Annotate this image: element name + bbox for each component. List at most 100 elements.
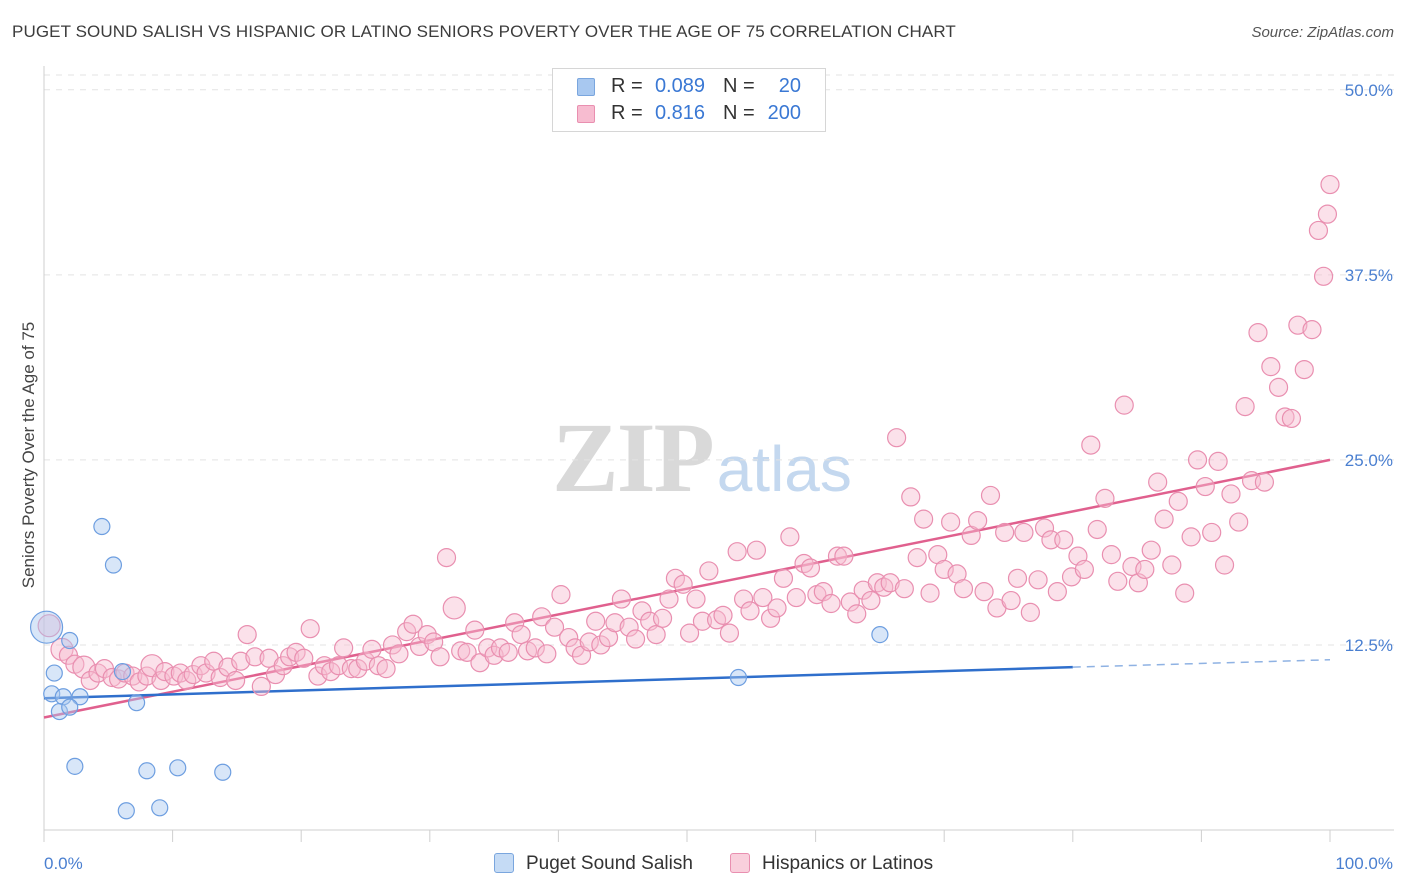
point-hispanics-or-latinos (713, 605, 733, 625)
bottom-legend-swatch-salish (494, 853, 514, 873)
point-puget-sound-salish (61, 631, 79, 650)
point-hispanics-or-latinos (1168, 491, 1188, 511)
point-hispanics-or-latinos (397, 622, 417, 642)
point-hispanics-or-latinos (727, 542, 747, 562)
point-hispanics-or-latinos (537, 644, 557, 664)
point-hispanics-or-latinos (1294, 359, 1314, 380)
point-hispanics-or-latinos (129, 672, 149, 692)
point-hispanics-or-latinos (632, 601, 652, 621)
point-hispanics-or-latinos (348, 659, 368, 679)
point-hispanics-or-latinos (1114, 395, 1134, 415)
point-puget-sound-salish (871, 625, 889, 644)
point-hispanics-or-latinos (376, 659, 396, 679)
point-hispanics-or-latinos (517, 641, 538, 661)
point-hispanics-or-latinos (692, 611, 713, 631)
point-hispanics-or-latinos (565, 638, 585, 658)
legend-n-value: 20 (778, 75, 801, 97)
point-hispanics-or-latinos (646, 624, 666, 645)
point-hispanics-or-latinos (591, 635, 611, 655)
point-hispanics-or-latinos (321, 661, 341, 682)
point-hispanics-or-latinos (1135, 559, 1155, 580)
point-hispanics-or-latinos (1254, 472, 1275, 492)
point-hispanics-or-latinos (1229, 512, 1249, 532)
point-hispanics-or-latinos (251, 676, 271, 697)
x-tick-label-max: 100.0% (1335, 854, 1393, 873)
point-hispanics-or-latinos (1074, 559, 1094, 580)
point-hispanics-or-latinos (673, 574, 693, 594)
point-hispanics-or-latinos (544, 617, 565, 637)
point-hispanics-or-latinos (436, 548, 457, 568)
point-hispanics-or-latinos (1028, 570, 1048, 590)
bottom-legend-label-salish: Puget Sound Salish (526, 853, 693, 874)
stats-legend: R = 0.089 N = 20 R = 0.816 N = 200 (552, 68, 826, 132)
point-hispanics-or-latinos (362, 639, 382, 659)
legend-row-hispanic: R = 0.816 N = 200 (553, 101, 825, 127)
point-hispanics-or-latinos (780, 527, 800, 547)
point-hispanics-or-latinos (920, 583, 940, 603)
point-hispanics-or-latinos (941, 512, 961, 532)
point-puget-sound-salish (71, 688, 89, 706)
point-hispanics-or-latinos (102, 667, 122, 688)
point-hispanics-or-latinos (821, 593, 841, 614)
x-tick-label-min: 0.0% (44, 854, 83, 873)
point-puget-sound-salish (151, 799, 169, 817)
legend-r-label: R = (611, 75, 643, 97)
point-puget-sound-salish (169, 759, 187, 777)
point-hispanics-or-latinos (953, 579, 974, 599)
point-hispanics-or-latinos (1261, 357, 1281, 377)
point-hispanics-or-latinos (746, 540, 767, 560)
point-hispanics-or-latinos (294, 648, 314, 668)
tick-labels: 12.5% 25.0% 37.5% 50.0% 0.0% 100.0% (44, 81, 1393, 873)
point-puget-sound-salish (214, 763, 232, 781)
y-tick-label: 12.5% (1345, 636, 1393, 655)
bottom-legend-label-hispanic: Hispanics or Latinos (762, 853, 934, 874)
point-hispanics-or-latinos (484, 645, 504, 665)
point-hispanics-or-latinos (1187, 450, 1208, 470)
point-hispanics-or-latinos (334, 638, 354, 658)
point-hispanics-or-latinos (625, 629, 646, 649)
point-hispanics-or-latinos (1054, 530, 1074, 550)
point-hispanics-or-latinos (368, 656, 388, 676)
point-hispanics-or-latinos (887, 428, 907, 448)
point-puget-sound-salish (138, 762, 156, 780)
point-hispanics-or-latinos (659, 589, 679, 609)
point-hispanics-or-latinos (1175, 583, 1195, 603)
legend-r-label: R = (611, 102, 643, 124)
point-hispanics-or-latinos (1195, 476, 1215, 497)
point-hispanics-or-latinos (465, 620, 485, 640)
point-hispanics-or-latinos (210, 667, 230, 688)
point-hispanics-or-latinos (1020, 602, 1040, 622)
legend-swatch-hispanic (577, 105, 595, 123)
point-hispanics-or-latinos (753, 587, 773, 608)
point-hispanics-or-latinos (914, 509, 934, 529)
point-hispanics-or-latinos (498, 642, 518, 662)
point-hispanics-or-latinos (652, 608, 673, 628)
point-hispanics-or-latinos (140, 654, 164, 678)
axes (43, 66, 1394, 842)
y-tick-label: 37.5% (1345, 266, 1393, 285)
y-tick-label: 50.0% (1345, 81, 1393, 100)
point-hispanics-or-latinos (355, 651, 376, 671)
trend-line-hispanics (43, 458, 1331, 719)
point-hispanics-or-latinos (286, 642, 306, 662)
point-hispanics-or-latinos (733, 589, 754, 609)
point-hispanics-or-latinos (1087, 519, 1107, 540)
point-hispanics-or-latinos (196, 663, 216, 683)
point-hispanics-or-latinos (1235, 397, 1255, 417)
point-hispanics-or-latinos (760, 608, 781, 628)
point-hispanics-or-latinos (847, 604, 867, 624)
point-hispanics-or-latinos (308, 666, 328, 686)
point-hispanics-or-latinos (1281, 408, 1302, 429)
point-hispanics-or-latinos (451, 641, 471, 661)
point-hispanics-or-latinos (1320, 174, 1340, 195)
data-points (29, 174, 1340, 820)
point-hispanics-or-latinos (442, 596, 466, 620)
point-hispanics-or-latinos (786, 587, 806, 608)
point-puget-sound-salish (66, 757, 84, 775)
point-hispanics-or-latinos (980, 485, 1001, 506)
point-hispanics-or-latinos (827, 546, 848, 566)
point-hispanics-or-latinos (880, 573, 900, 593)
point-hispanics-or-latinos (579, 632, 599, 652)
point-hispanics-or-latinos (1275, 407, 1295, 427)
bottom-legend-swatch-hispanic (730, 853, 750, 873)
